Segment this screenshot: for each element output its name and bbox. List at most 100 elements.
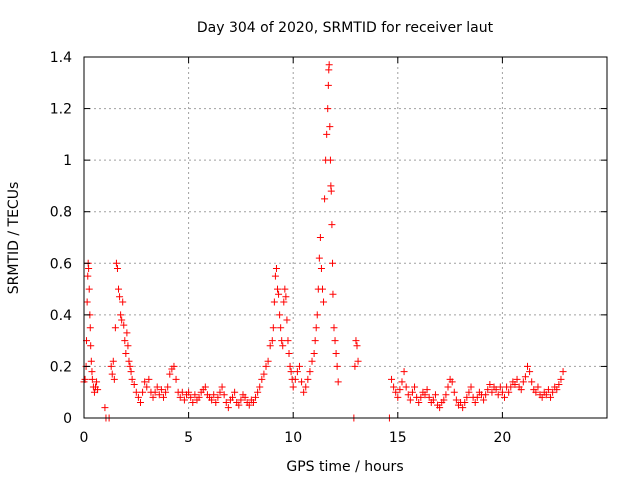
data-point [511, 380, 519, 388]
data-point [84, 272, 92, 280]
data-point [519, 378, 527, 386]
data-point [110, 375, 118, 383]
data-point [513, 375, 521, 383]
data-point [452, 396, 460, 404]
data-point [115, 285, 123, 293]
data-point [271, 272, 279, 280]
data-point [109, 357, 117, 365]
data-point [326, 123, 334, 131]
data-point [295, 362, 303, 370]
data-point [328, 221, 336, 229]
y-tick-label: 1.2 [50, 102, 72, 118]
data-point [400, 368, 408, 376]
data-point [208, 396, 216, 404]
plot-frame [83, 56, 608, 419]
data-point [352, 337, 360, 345]
data-point [224, 404, 232, 412]
data-point [93, 378, 101, 386]
data-point [450, 388, 458, 396]
y-tick-label: 1.4 [50, 50, 72, 66]
y-tick-labels: 0 0.2 0.4 0.6 0.8 1 1.2 1.4 [50, 50, 72, 427]
x-tick-label: 20 [493, 430, 511, 446]
data-point [254, 388, 262, 396]
x-tick-label: 15 [389, 430, 407, 446]
data-point [170, 362, 178, 370]
data-point [216, 388, 224, 396]
y-tick-label: 0.4 [50, 308, 72, 324]
data-point [313, 311, 321, 319]
y-tick-label: 0.2 [50, 359, 72, 375]
data-point [201, 383, 209, 391]
data-point [87, 342, 95, 350]
data-point [498, 388, 506, 396]
data-point [269, 324, 277, 332]
data-point [532, 388, 540, 396]
data-point [555, 380, 563, 388]
data-point [291, 375, 299, 383]
data-point [293, 368, 301, 376]
data-point [136, 399, 144, 407]
data-point [306, 368, 314, 376]
data-point [534, 383, 542, 391]
data-point [113, 264, 121, 272]
data-point [241, 393, 249, 401]
data-point [126, 362, 134, 370]
data-point [262, 362, 270, 370]
data-point [444, 383, 452, 391]
data-point [494, 391, 502, 399]
data-point [480, 396, 488, 404]
data-point [542, 391, 550, 399]
data-point [411, 383, 419, 391]
data-point [442, 391, 450, 399]
data-point [121, 337, 129, 345]
data-point [488, 388, 496, 396]
data-point [324, 105, 332, 113]
data-point [429, 396, 437, 404]
data-point [404, 391, 412, 399]
y-tick-label: 0.8 [50, 205, 72, 221]
data-point [528, 378, 536, 386]
data-point [425, 393, 433, 401]
data-point [189, 399, 197, 407]
data-point [118, 316, 126, 324]
data-point [284, 337, 292, 345]
data-point [315, 254, 323, 262]
data-point [212, 399, 220, 407]
data-point [354, 357, 362, 365]
data-point [116, 293, 124, 301]
data-point [329, 259, 337, 267]
data-point [124, 342, 132, 350]
data-point [517, 386, 525, 394]
data-point [123, 329, 131, 337]
data-point [544, 386, 552, 394]
data-point [83, 298, 91, 306]
y-tick-label: 0.6 [50, 256, 72, 272]
data-point [164, 383, 172, 391]
data-point [507, 383, 515, 391]
data-point [125, 357, 133, 365]
data-point [289, 383, 297, 391]
data-point [431, 391, 439, 399]
data-point [526, 368, 534, 376]
data-point [214, 393, 222, 401]
data-point [178, 388, 186, 396]
data-points [80, 61, 567, 422]
data-point [302, 383, 310, 391]
data-point [408, 388, 416, 396]
data-point [298, 378, 306, 386]
data-point [459, 404, 467, 412]
data-point [549, 388, 557, 396]
data-point [402, 383, 410, 391]
data-point [195, 393, 203, 401]
data-point [392, 388, 400, 396]
data-point [87, 357, 95, 365]
data-point [264, 357, 272, 365]
data-point [323, 130, 331, 138]
data-point [111, 324, 119, 332]
data-point [332, 350, 340, 358]
grid-lines [84, 57, 607, 418]
data-point [94, 386, 102, 394]
x-tick-labels: 0 5 10 15 20 [80, 430, 512, 446]
data-point [149, 393, 157, 401]
data-point [331, 337, 339, 345]
